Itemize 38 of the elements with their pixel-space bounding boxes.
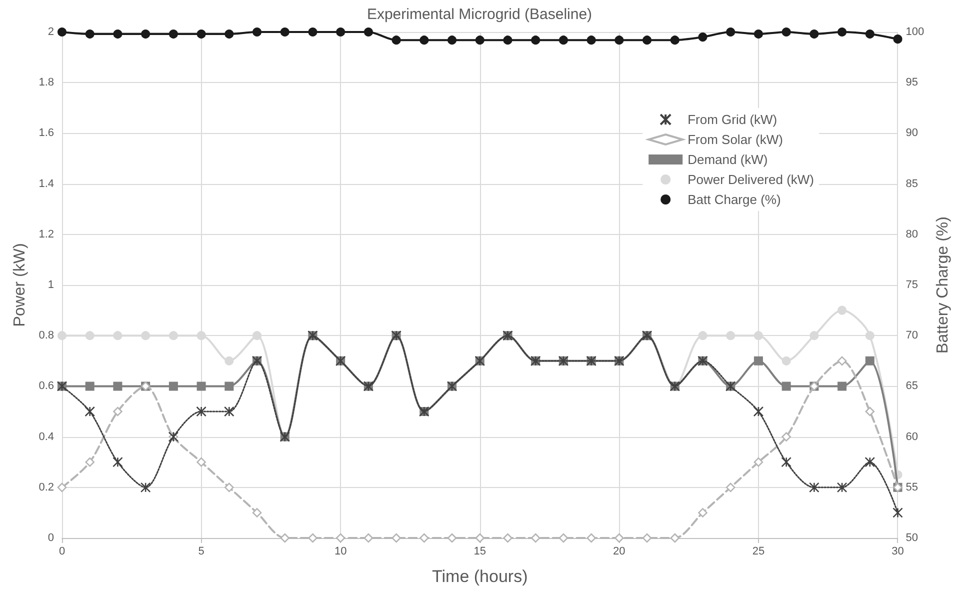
y-tick-label: 0.8 (38, 330, 54, 342)
y2-tick-label: 75 (906, 279, 918, 291)
y-tick-label: 0.6 (38, 380, 54, 392)
x-tick-label: 0 (58, 546, 66, 558)
y2-tick-label: 90 (906, 127, 918, 140)
y-tick-label: 1.8 (38, 76, 54, 89)
y-tick-label: 2 (48, 26, 54, 38)
chart-title: Experimental Microgrid (Baseline) (366, 6, 592, 23)
y2-tick-label: 80 (906, 228, 918, 240)
y-tick-label: 1.6 (38, 127, 54, 140)
legend-label: From Solar (kW) (688, 132, 783, 147)
x-tick-label: 30 (892, 546, 904, 558)
y2-tick-label: 60 (906, 430, 918, 443)
x-axis-title: Time (hours) (432, 567, 528, 586)
legend-label: Demand (kW) (688, 152, 768, 167)
x-tick-label: 20 (613, 546, 626, 558)
y-tick-label: 0 (48, 532, 54, 544)
y-tick-label: 0.4 (38, 430, 54, 443)
y-tick-label: 1.4 (38, 178, 54, 190)
x-tick-label: 5 (198, 546, 204, 558)
legend-label: Batt Charge (%) (688, 192, 781, 207)
y2-tick-label: 95 (906, 76, 918, 89)
y2-tick-label: 70 (906, 330, 918, 342)
y-tick-label: 0.2 (38, 481, 54, 494)
y2-tick-label: 50 (906, 532, 918, 544)
x-tick-label: 10 (334, 546, 347, 558)
y2-tick-label: 65 (906, 380, 918, 392)
y-axis-title: Power (kW) (11, 243, 28, 327)
y-tick-label: 1.2 (38, 228, 54, 240)
x-tick-label: 25 (752, 546, 765, 558)
legend-label: From Grid (kW) (688, 112, 778, 127)
legend-label: Power Delivered (kW) (688, 172, 814, 187)
y2-tick-label: 55 (906, 481, 918, 494)
y2-tick-label: 85 (906, 178, 918, 190)
y-tick-label: 1 (48, 279, 54, 291)
y2-tick-label: 100 (906, 26, 924, 38)
y2-axis-title: Battery Charge (%) (934, 216, 952, 354)
x-tick-label: 15 (474, 546, 486, 558)
